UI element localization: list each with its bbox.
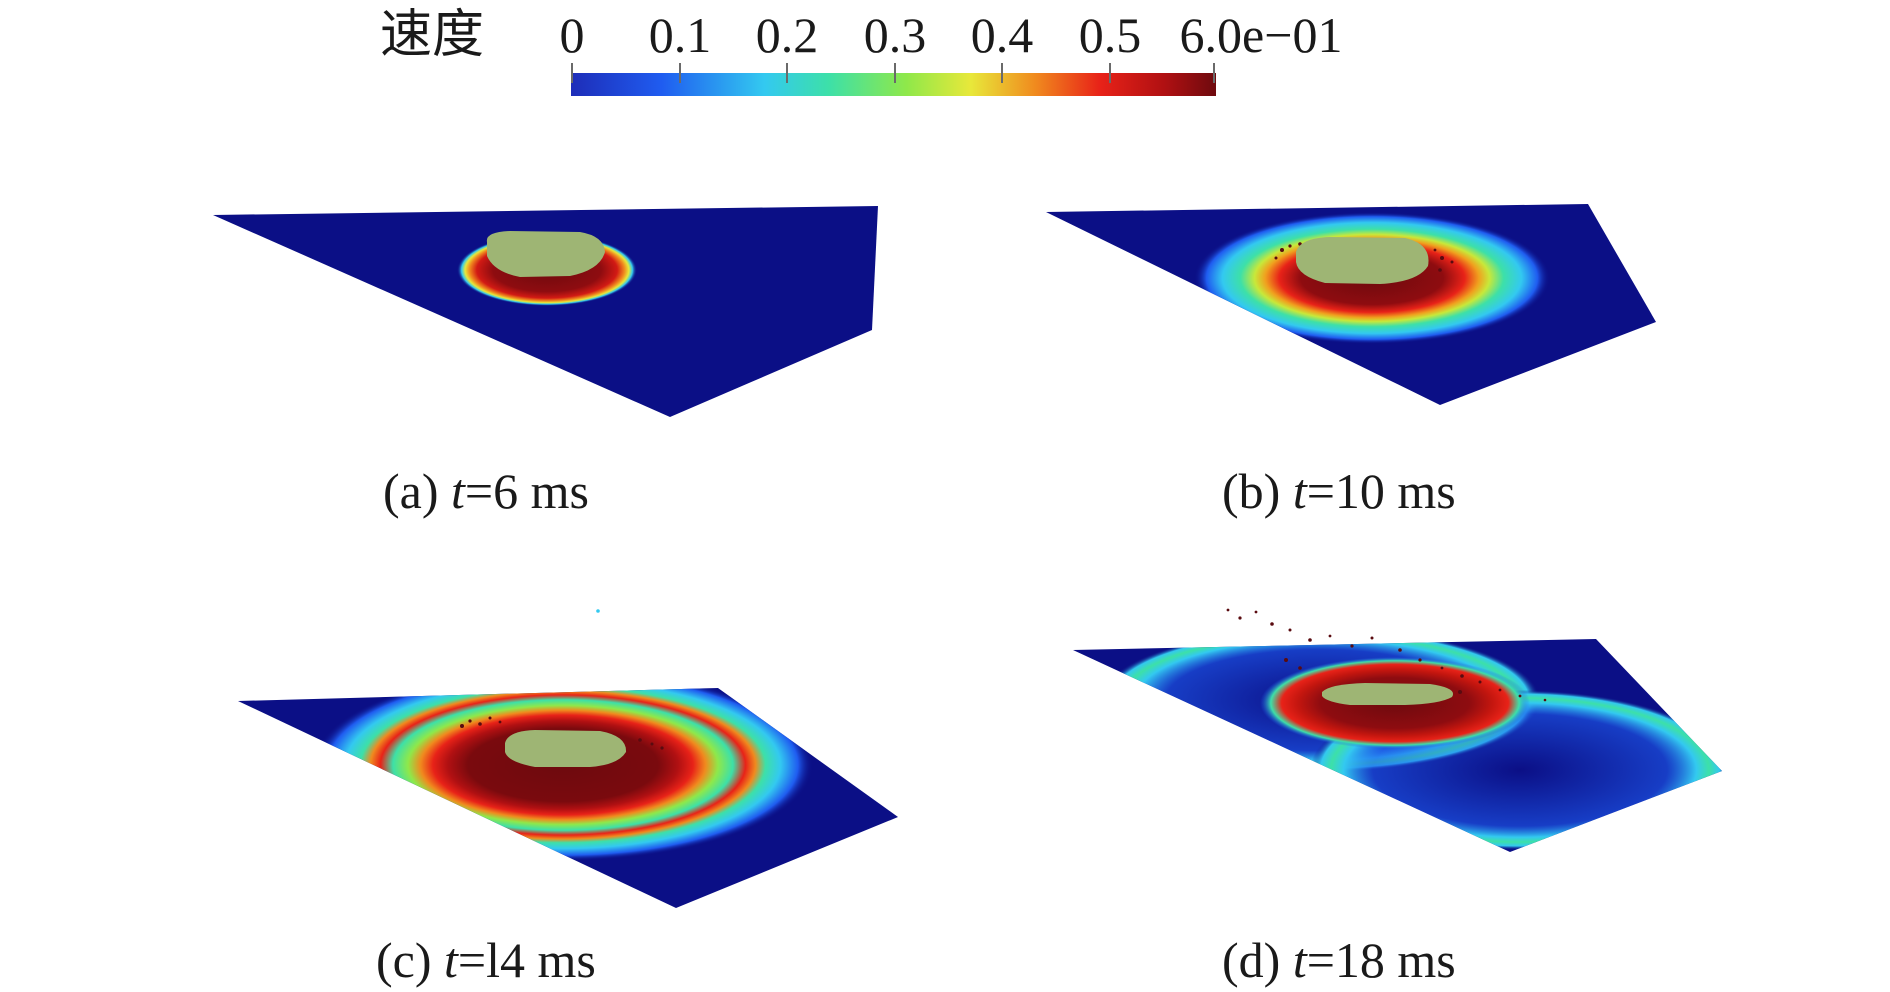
colorbar-tick-labels: 0 0.1 0.2 0.3 0.4 0.5 6.0e−01 xyxy=(560,7,1343,63)
caption-a: (a) t=6 ms xyxy=(383,463,589,519)
colorbar-tick-label-0: 0 xyxy=(560,7,585,63)
caption-a-suffix: =6 ms xyxy=(465,463,589,519)
colorbar-tick-label-3: 0.3 xyxy=(864,7,927,63)
colorbar-tick-label-6: 6.0e−01 xyxy=(1180,7,1343,63)
panel-d-debris xyxy=(1226,608,1547,702)
colorbar-tick-label-1: 0.1 xyxy=(649,7,712,63)
colorbar-tick-label-4: 0.4 xyxy=(971,7,1034,63)
colorbar-gradient xyxy=(571,73,1216,96)
colorbar-tick-label-5: 0.5 xyxy=(1079,7,1142,63)
caption-c-prefix: (c) xyxy=(376,932,444,988)
panel-a-plate xyxy=(213,206,878,417)
panel-c-fragment xyxy=(505,730,627,767)
caption-d: (d) t=18 ms xyxy=(1222,932,1456,988)
caption-a-var: t xyxy=(451,463,466,519)
caption-d-var: t xyxy=(1293,932,1308,988)
caption-b-prefix: (b) xyxy=(1222,463,1293,519)
caption-d-suffix: =18 ms xyxy=(1307,932,1456,988)
captions: (a) t=6 ms (b) t=10 ms (c) t=l4 ms (d) t… xyxy=(376,463,1456,988)
colorbar-title: 速度 xyxy=(380,7,484,64)
colorbar-ticks xyxy=(571,63,1215,83)
colorbar: 速度 0 0.1 0.2 0.3 0.4 0.5 6.0e−01 xyxy=(380,7,1342,96)
caption-c-suffix: =l4 ms xyxy=(458,932,596,988)
caption-c-var: t xyxy=(444,932,459,988)
panel-a xyxy=(213,206,878,417)
panel-c-debris xyxy=(460,609,664,750)
panel-b-debris xyxy=(1274,242,1454,272)
panel-a-fragment xyxy=(486,231,605,277)
panel-d-fragment xyxy=(1322,683,1454,705)
caption-d-prefix: (d) xyxy=(1222,932,1293,988)
caption-b-var: t xyxy=(1293,463,1308,519)
panel-b xyxy=(1046,204,1656,405)
panel-b-fragment xyxy=(1296,237,1429,284)
colorbar-tick-label-2: 0.2 xyxy=(756,7,819,63)
caption-a-prefix: (a) xyxy=(383,463,451,519)
caption-b: (b) t=10 ms xyxy=(1222,463,1456,519)
caption-b-suffix: =10 ms xyxy=(1307,463,1456,519)
panel-d xyxy=(1073,608,1722,852)
caption-c: (c) t=l4 ms xyxy=(376,932,596,988)
panel-c xyxy=(238,609,898,908)
